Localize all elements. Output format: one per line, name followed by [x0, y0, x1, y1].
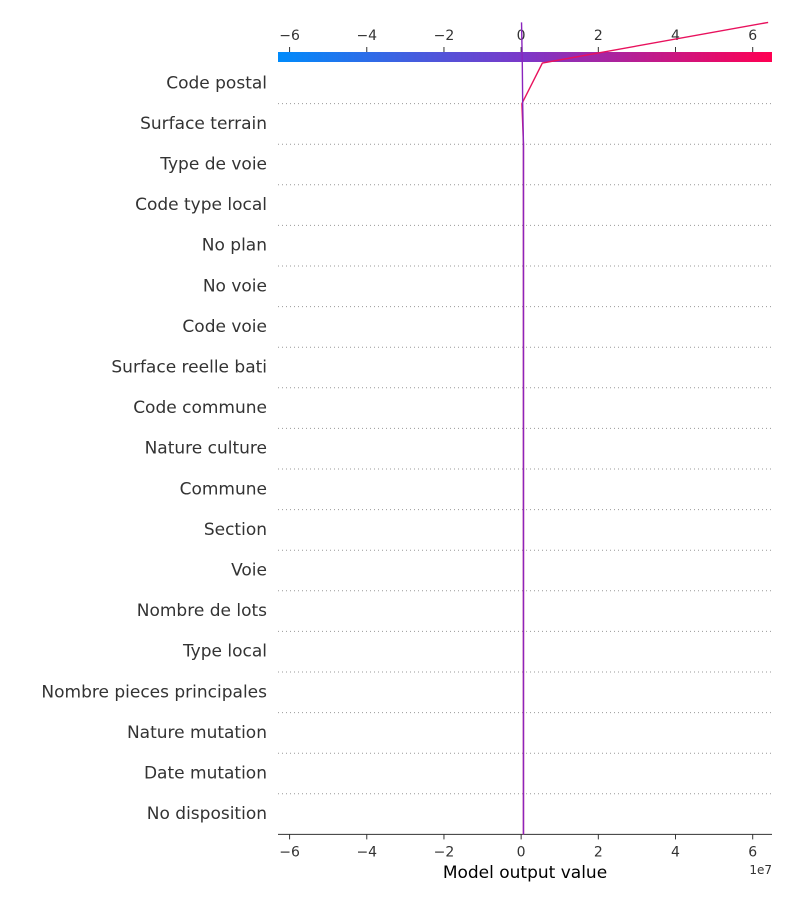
grid-lines: [278, 103, 772, 795]
x-tick-label-bottom: 0: [517, 844, 526, 860]
feature-label: Nombre de lots: [137, 601, 267, 621]
feature-label: Type local: [182, 642, 267, 662]
feature-label: Voie: [231, 561, 267, 581]
feature-label: Type de voie: [159, 155, 267, 175]
feature-label: Commune: [180, 479, 267, 499]
feature-label: Code type local: [135, 195, 267, 215]
decision-line-2: [520, 22, 525, 835]
decision-lines: [520, 21, 769, 835]
feature-labels: Code postal Surface terrain Type de voie Co…: [41, 73, 267, 824]
feature-label: Code voie: [182, 317, 267, 337]
x-tick-label-top: −4: [356, 28, 377, 44]
x-tick-label-top: 2: [594, 28, 603, 44]
x-axis-offset-label: 1e7: [749, 863, 772, 877]
feature-label: No plan: [202, 236, 267, 256]
feature-label: Nombre pieces principales: [41, 682, 267, 702]
feature-label: Surface terrain: [140, 114, 267, 134]
feature-label: Code commune: [133, 398, 267, 418]
x-tick-label-bottom: −4: [356, 844, 377, 860]
feature-label: Date mutation: [144, 764, 267, 784]
feature-label: No disposition: [147, 804, 267, 824]
feature-label: Section: [204, 520, 267, 540]
x-tick-label-bottom: 6: [748, 844, 757, 860]
x-tick-label-top: −2: [434, 28, 455, 44]
colorbar: [278, 52, 772, 62]
x-tick-label-bottom: 2: [594, 844, 603, 860]
x-tick-label-top: 4: [671, 28, 680, 44]
feature-label: Code postal: [166, 73, 267, 93]
feature-label: Nature culture: [145, 439, 267, 459]
x-tick-label-bottom: −2: [434, 844, 455, 860]
x-tick-label-bottom: 4: [671, 844, 680, 860]
x-tick-label-top: −6: [279, 28, 300, 44]
feature-label: No voie: [203, 276, 267, 296]
x-tick-label-bottom: −6: [279, 844, 300, 860]
feature-label: Surface reelle bati: [111, 358, 267, 378]
x-tick-label-top: 6: [748, 28, 757, 44]
x-axis-title: Model output value: [443, 863, 607, 883]
feature-label: Nature mutation: [127, 723, 267, 743]
